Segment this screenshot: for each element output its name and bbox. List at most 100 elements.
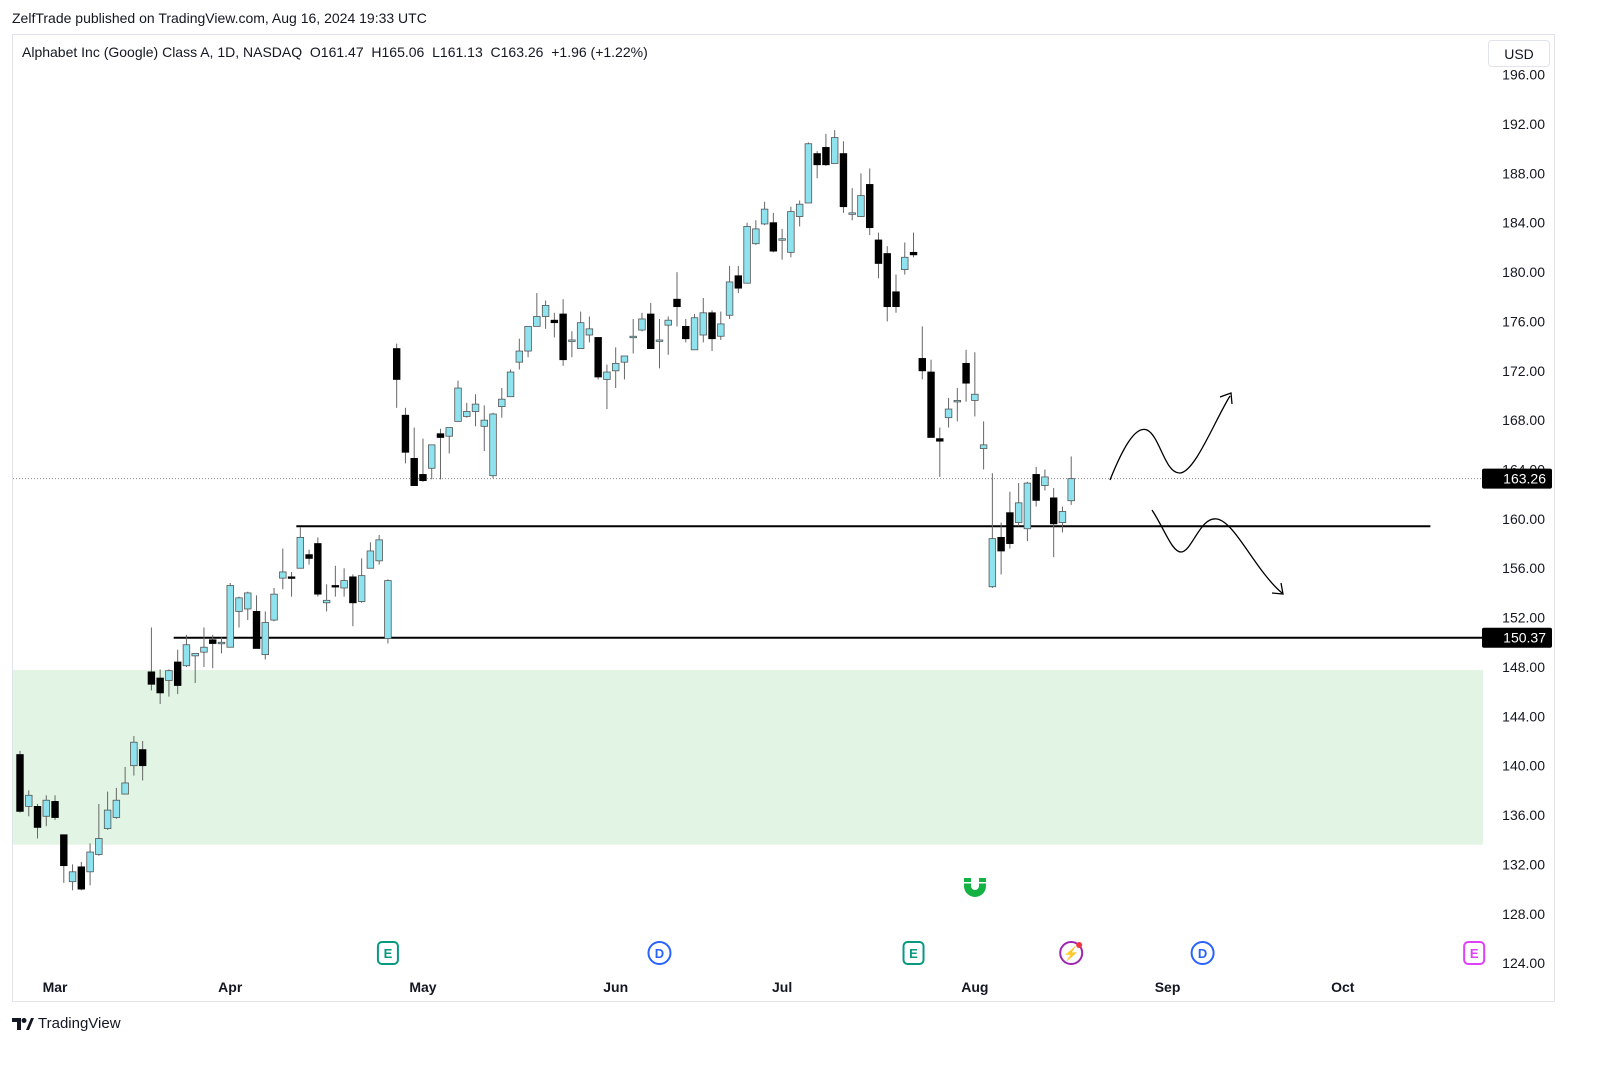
candle (235, 596, 243, 628)
candle (909, 232, 918, 258)
earnings-event-icon[interactable]: E (376, 941, 399, 965)
ohlc-low: L161.13 (432, 44, 483, 60)
candle (550, 312, 559, 338)
magnet-icon[interactable] (964, 878, 986, 897)
candle-body-up (463, 411, 471, 417)
candle (1049, 488, 1058, 558)
y-axis-tick-label: 192.00 (1502, 116, 1545, 132)
candle-body-up (1058, 511, 1067, 523)
candle-body-up (971, 393, 979, 401)
candle (752, 220, 760, 245)
candle (33, 803, 42, 839)
candle (971, 352, 979, 417)
candle-body-up (445, 427, 453, 437)
candle (305, 549, 313, 565)
candle-body-up (261, 622, 269, 656)
x-axis-month-label: Sep (1155, 979, 1181, 995)
candle-body-up (603, 371, 611, 380)
candle-body-up (270, 593, 278, 621)
split-event-icon[interactable]: ⚡ (1059, 941, 1084, 965)
candle (918, 326, 926, 380)
earnings-event-icon[interactable]: E (902, 941, 925, 965)
x-axis-month-label: Aug (961, 979, 988, 995)
dividend-event-icon[interactable]: D (1190, 941, 1215, 965)
candle (296, 527, 305, 569)
candle (112, 787, 121, 819)
candle (165, 669, 173, 697)
event-letter: E (1470, 946, 1479, 961)
candle-body-up (357, 575, 366, 602)
candle-body-up (480, 419, 488, 427)
candle-body-down (892, 291, 900, 308)
candle-body-down (769, 222, 778, 252)
candle-body-up (165, 670, 173, 681)
candle (620, 355, 629, 380)
candle-body-up (454, 387, 462, 422)
candle-body-up (953, 400, 962, 403)
candle (384, 579, 392, 644)
candle (471, 394, 480, 427)
candle-body-up (1014, 502, 1023, 523)
candle-body-up (611, 362, 620, 372)
candle (647, 302, 655, 349)
candle-body-down (927, 371, 935, 438)
brand-name: TradingView (38, 1015, 121, 1032)
candle-body-up (848, 212, 856, 215)
demand-zone[interactable] (13, 670, 1483, 845)
candle-body-down (419, 474, 427, 482)
candle-body-up (489, 413, 497, 477)
bullish-scenario-path[interactable] (1109, 395, 1231, 481)
candle (708, 310, 716, 352)
candle (51, 795, 59, 820)
candle (480, 405, 488, 452)
candle (725, 265, 734, 319)
candle (1067, 456, 1075, 505)
y-axis-tick-label: 196.00 (1502, 67, 1545, 83)
candle (673, 272, 681, 327)
bearish-scenario-path[interactable] (1151, 509, 1283, 594)
candle-body-up (217, 641, 226, 645)
tradingview-logo[interactable]: TradingView (12, 1015, 121, 1032)
candle (244, 591, 252, 621)
candle (77, 861, 86, 891)
bearish-arrowhead-icon (1271, 582, 1284, 595)
candle (944, 397, 953, 428)
candle (953, 388, 962, 422)
candle-body-up (340, 580, 348, 589)
candle-body-down (314, 543, 322, 595)
candle (366, 542, 375, 569)
candle (1058, 506, 1067, 533)
last-price-value: 163.26 (1503, 471, 1546, 487)
candle-body-up (568, 339, 576, 342)
candle-body-up (191, 652, 199, 657)
candle-body-down (918, 358, 926, 372)
candle (16, 750, 24, 813)
candle (454, 380, 462, 422)
candle-body-down (874, 239, 883, 264)
candle (533, 293, 541, 327)
candle (541, 300, 550, 329)
dividend-event-icon[interactable]: D (647, 941, 672, 965)
candle-body-up (524, 325, 532, 352)
symbol-name[interactable]: Alphabet Inc (Google) Class A, 1D, NASDA… (22, 44, 303, 60)
candle (839, 141, 848, 213)
candle-body-up (235, 597, 243, 612)
candle-body-up (428, 444, 436, 469)
candle-body-down (1032, 474, 1040, 501)
candle-body-down (1049, 497, 1058, 525)
candle (349, 574, 357, 627)
earnings-future-event-icon[interactable]: E (1463, 941, 1486, 965)
candle (200, 627, 208, 667)
candle-body-up (620, 355, 629, 363)
y-axis-tick-label: 184.00 (1502, 215, 1545, 231)
candle-body-up (506, 371, 515, 398)
forecast-drawings[interactable] (1109, 392, 1284, 595)
currency-button[interactable]: USD (1488, 40, 1550, 67)
candle (795, 200, 804, 227)
candle (419, 438, 427, 482)
candle (1014, 483, 1023, 527)
candle (42, 795, 50, 827)
candle (86, 843, 94, 886)
y-axis-tick-label: 156.00 (1502, 560, 1545, 576)
